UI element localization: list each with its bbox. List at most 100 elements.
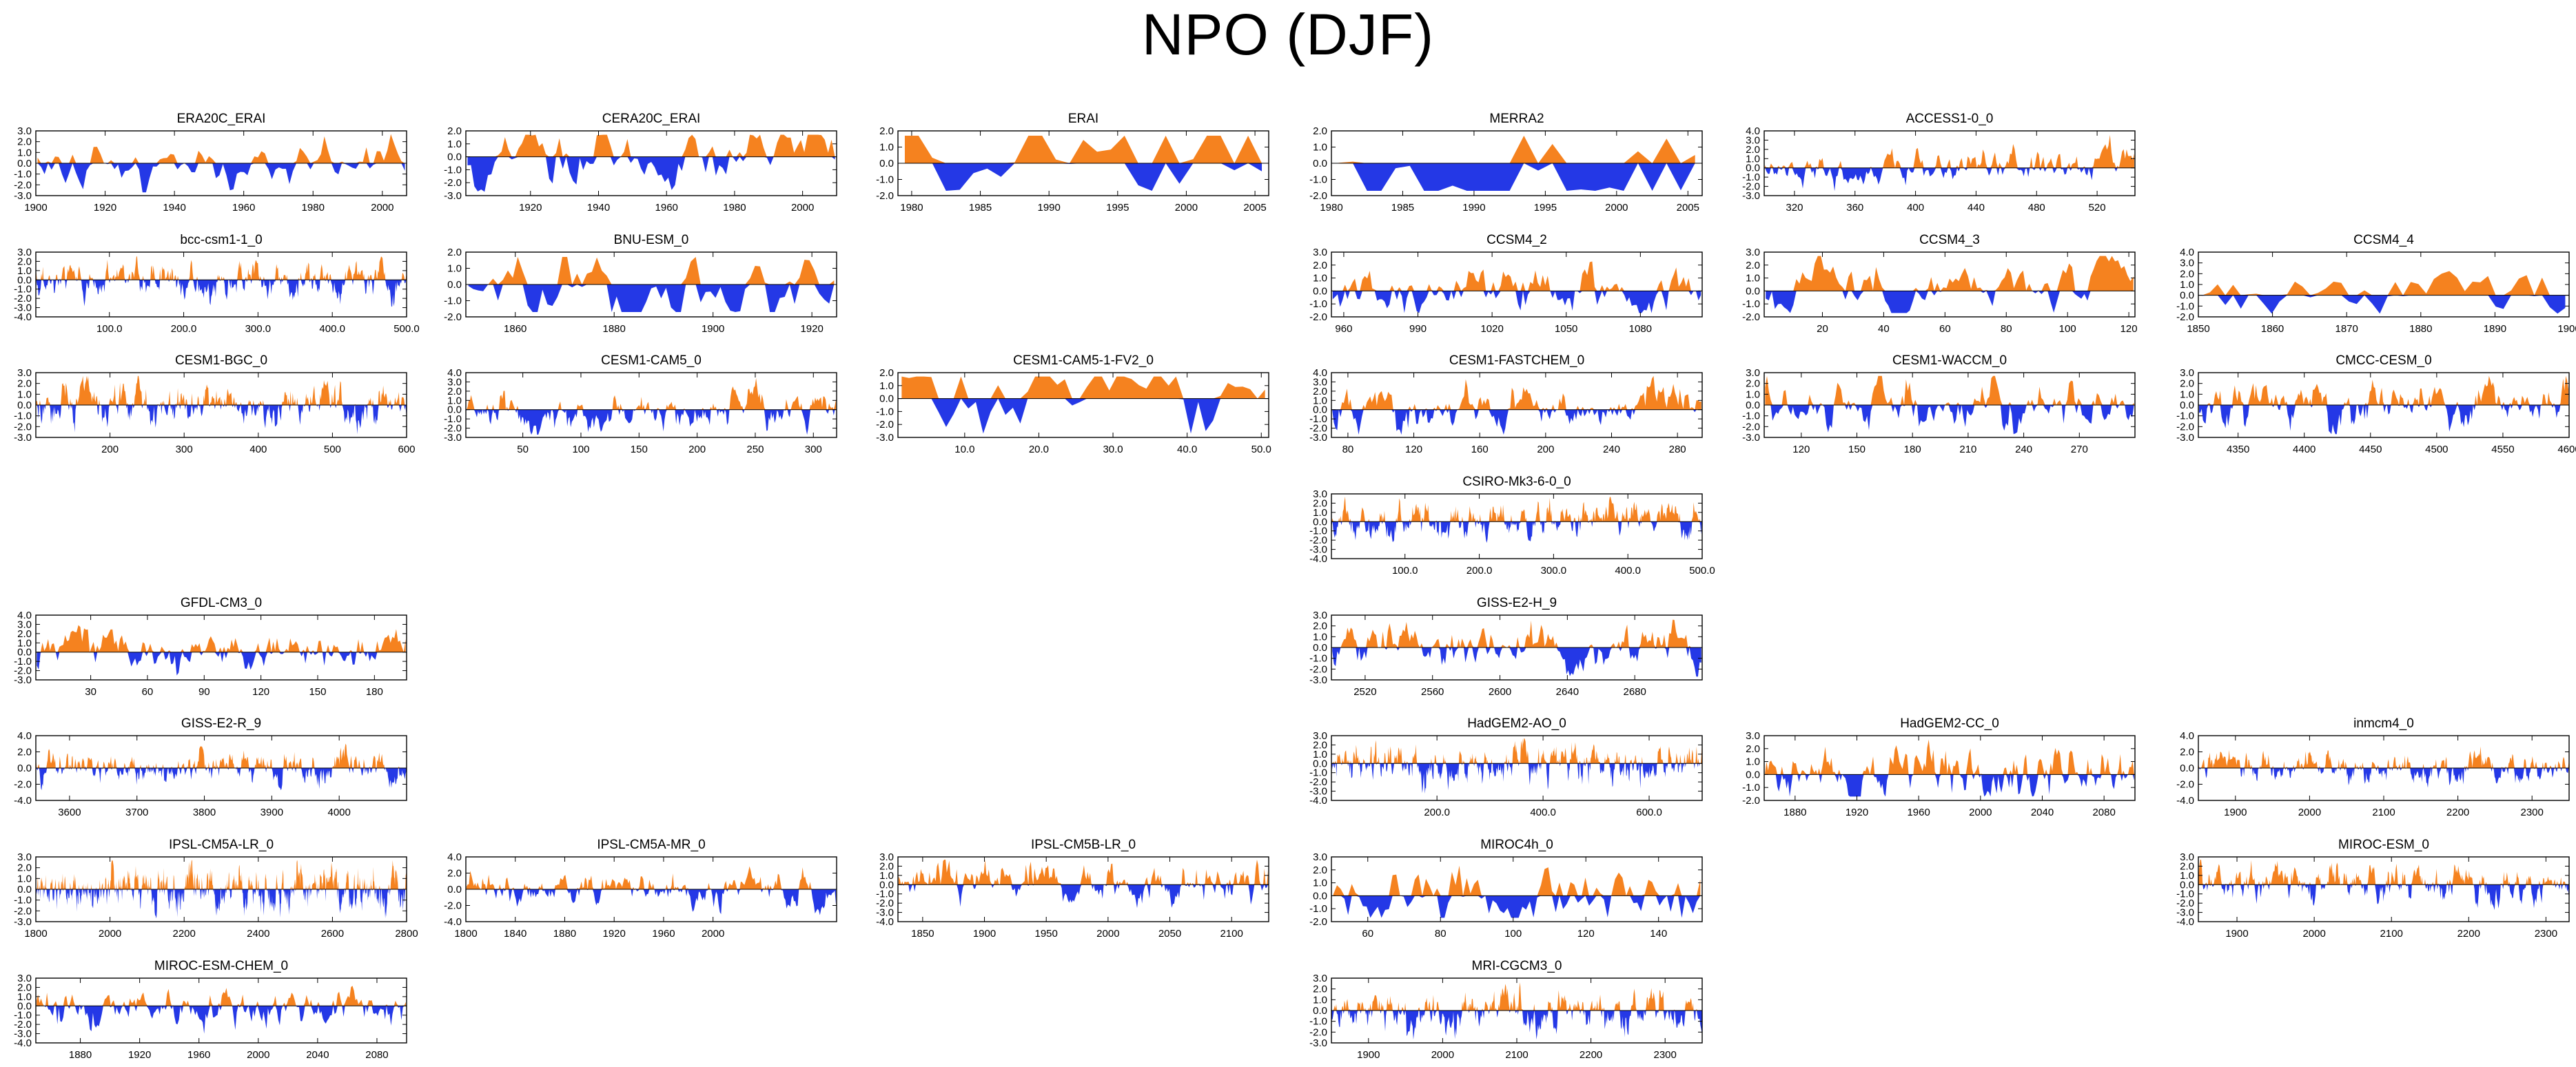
positive-anomaly-area bbox=[468, 257, 835, 284]
y-tick-label: -2.0 bbox=[1309, 916, 1327, 928]
y-tick-label: -2.0 bbox=[876, 190, 894, 202]
x-tick-label: 2100 bbox=[2380, 928, 2403, 940]
panel-ERAI: ERAI 2.0 1.0 0.0 -1.0 -2.0 1980 1985 1990 1995 200… bbox=[876, 112, 1269, 214]
y-tick-label: -1.0 bbox=[1309, 298, 1327, 310]
y-tick-label: -2.0 bbox=[1309, 190, 1327, 202]
x-tick-label: 2040 bbox=[306, 1049, 329, 1061]
panel-title: GISS-E2-H_9 bbox=[1477, 596, 1557, 610]
y-tick-label: 3.0 bbox=[1746, 134, 1760, 146]
panel-frame bbox=[1764, 735, 2136, 801]
x-tick-label: 1920 bbox=[800, 323, 823, 335]
panel-BNU-ESM_0: BNU-ESM_0 2.0 1.0 0.0 -1.0 -2.0 1860 1880 1900 19… bbox=[444, 233, 837, 335]
y-tick-label: -2.0 bbox=[14, 905, 32, 917]
negative-anomaly-area bbox=[1333, 895, 1701, 918]
y-tick-label: -1.0 bbox=[14, 411, 32, 422]
x-tick-label: 2200 bbox=[1580, 1049, 1602, 1061]
negative-anomaly-area bbox=[466, 889, 837, 915]
y-tick-label: 1.0 bbox=[1313, 395, 1327, 406]
negative-anomaly-area bbox=[901, 398, 1265, 434]
panel-title: MIROC4h_0 bbox=[1480, 838, 1553, 852]
x-tick-label: 250 bbox=[746, 444, 764, 455]
x-tick-label: 2100 bbox=[2372, 807, 2395, 818]
negative-anomaly-area bbox=[2198, 768, 2569, 788]
x-tick-label: 1860 bbox=[2261, 323, 2284, 335]
x-tick-label: 1900 bbox=[2557, 323, 2576, 335]
x-tick-label: 20.0 bbox=[1029, 444, 1049, 455]
y-tick-label: 1.0 bbox=[1313, 994, 1327, 1006]
panel-title: ERA20C_ERAI bbox=[177, 112, 266, 126]
panel-IPSL-CM5A-LR_0: IPSL-CM5A-LR_0 3.02.01.00.0-1.0-2.0-3.018… bbox=[14, 838, 418, 940]
y-tick-label: -2.0 bbox=[1742, 311, 1760, 323]
panel-CESM1-WACCM_0: CESM1-WACCM_0 3.02.01.00.0-1.0-2.0-3.0 120… bbox=[1742, 353, 2136, 455]
x-tick-label: 1920 bbox=[603, 928, 626, 940]
panel-GISS-E2-H_9: GISS-E2-H_9 3.02.01.00.0-1.0-2.0-3.0 2520 2… bbox=[1309, 596, 1703, 698]
negative-anomaly-area bbox=[1331, 521, 1702, 543]
y-tick-label: -4.0 bbox=[876, 916, 894, 928]
x-tick-label: 320 bbox=[1786, 202, 1803, 214]
y-tick-label: 2.0 bbox=[2180, 378, 2194, 390]
x-tick-label: 1995 bbox=[1106, 202, 1129, 214]
y-tick-label: 4.0 bbox=[1746, 125, 1760, 137]
y-tick-label: -1.0 bbox=[444, 413, 462, 425]
y-tick-label: -2.0 bbox=[1309, 776, 1327, 788]
panel-frame bbox=[2198, 251, 2570, 318]
y-tick-label: 0.0 bbox=[1313, 758, 1327, 769]
y-tick-label: 0.0 bbox=[1746, 163, 1760, 174]
positive-anomaly-area bbox=[37, 986, 406, 1006]
x-tick-label: 2600 bbox=[321, 928, 344, 940]
x-tick-label: 1900 bbox=[973, 928, 996, 940]
y-tick-label: -4.0 bbox=[2176, 916, 2194, 928]
x-tick-label: 1850 bbox=[2187, 323, 2209, 335]
y-tick-label: 2.0 bbox=[447, 125, 462, 137]
y-tick-label: 3.0 bbox=[1313, 851, 1327, 863]
x-tick-label: 2000 bbox=[791, 202, 814, 214]
y-tick-label: 2.0 bbox=[447, 386, 462, 397]
y-tick-label: -1.0 bbox=[876, 889, 894, 900]
y-tick-label: -2.0 bbox=[14, 421, 32, 433]
x-tick-label: 20 bbox=[1817, 323, 1828, 335]
y-tick-label: 2.0 bbox=[1313, 260, 1327, 271]
y-tick-label: 2.0 bbox=[17, 136, 32, 148]
negative-anomaly-area bbox=[468, 284, 835, 312]
x-tick-label: 360 bbox=[1846, 202, 1863, 214]
x-tick-label: 2600 bbox=[1489, 686, 1511, 698]
y-tick-label: 3.0 bbox=[1313, 973, 1327, 984]
y-tick-label: 1.0 bbox=[17, 991, 32, 1003]
y-tick-label: -3.0 bbox=[14, 190, 32, 202]
x-tick-label: 1960 bbox=[655, 202, 678, 214]
y-tick-label: 0.0 bbox=[447, 884, 462, 895]
y-tick-label: -2.0 bbox=[2176, 779, 2194, 791]
y-tick-label: -2.0 bbox=[444, 900, 462, 912]
x-tick-label: 4500 bbox=[2425, 444, 2448, 455]
x-tick-label: 1880 bbox=[69, 1049, 92, 1061]
x-tick-label: 2560 bbox=[1421, 686, 1444, 698]
x-tick-label: 1840 bbox=[504, 928, 527, 940]
y-tick-label: 1.0 bbox=[447, 395, 462, 406]
x-tick-label: 200.0 bbox=[1466, 565, 1493, 577]
x-tick-label: 1985 bbox=[1391, 202, 1414, 214]
y-tick-label: 1.0 bbox=[1313, 878, 1327, 889]
y-tick-label: -1.0 bbox=[14, 895, 32, 907]
x-tick-label: 1050 bbox=[1555, 323, 1577, 335]
y-tick-label: 2.0 bbox=[1746, 260, 1760, 271]
x-tick-label: 200 bbox=[688, 444, 706, 455]
y-tick-label: 2.0 bbox=[1313, 864, 1327, 876]
x-tick-label: 140 bbox=[1650, 928, 1667, 940]
panel-CCSM4_2: CCSM4_2 3.0 2.0 1.00.0-1.0-2.0 960 990 1020 105… bbox=[1309, 233, 1703, 335]
x-tick-label: 2000 bbox=[2298, 807, 2321, 818]
x-tick-label: 180 bbox=[1904, 444, 1921, 455]
panel-title: CESM1-WACCM_0 bbox=[1892, 353, 2007, 368]
y-tick-label: 3.0 bbox=[1313, 488, 1327, 500]
y-tick-label: 1.0 bbox=[1746, 273, 1760, 284]
panel-title: CCSM4_3 bbox=[1919, 233, 1980, 247]
y-tick-label: -2.0 bbox=[444, 311, 462, 323]
figure-title: NPO (DJF) bbox=[1141, 1, 1435, 67]
y-tick-label: -3.0 bbox=[1309, 786, 1327, 798]
positive-anomaly-area bbox=[901, 376, 1265, 399]
y-tick-label: -3.0 bbox=[444, 432, 462, 444]
y-tick-label: 2.0 bbox=[1313, 621, 1327, 632]
y-tick-label: -3.0 bbox=[1309, 432, 1327, 444]
y-tick-label: 1.0 bbox=[17, 873, 32, 884]
x-tick-label: 1940 bbox=[587, 202, 610, 214]
x-tick-label: 1920 bbox=[128, 1049, 151, 1061]
